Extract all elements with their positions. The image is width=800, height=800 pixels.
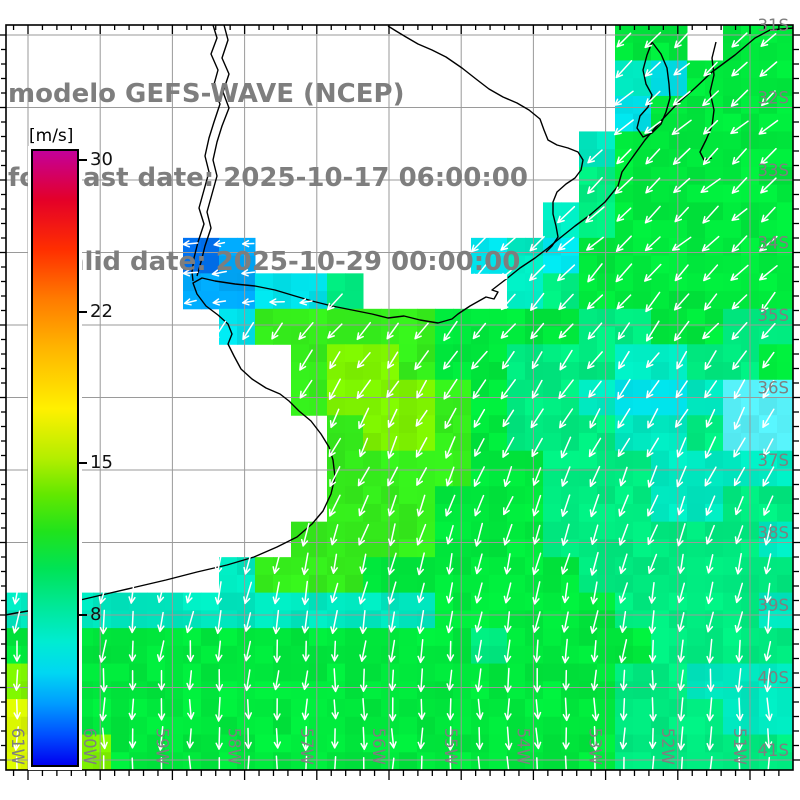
lon-label-52W: 52W [658,728,677,765]
lon-label-53W: 53W [586,728,605,765]
lat-label-40S: 40S [758,669,789,688]
colorbar-tick [79,159,87,161]
model-name: modelo GEFS-WAVE (NCEP) [8,79,405,109]
valid-date: valid date: 2025-10-29 00:00:00 [50,247,521,277]
lat-label-37S: 37S [758,451,789,470]
colorbar-gradient [28,146,82,770]
lat-label-33S: 33S [758,161,789,180]
colorbar-tick-label: 22 [90,301,113,322]
lat-label-32S: 32S [758,89,789,108]
lat-label-41S: 41S [758,741,789,760]
lon-label-55W: 55W [441,728,460,765]
lat-label-35S: 35S [758,306,789,325]
colorbar-gradient-fill [33,151,77,765]
lon-label-54W: 54W [513,728,532,765]
colorbar-tick-label: 30 [90,149,113,170]
wind-arrows [12,31,779,770]
lat-label-31S: 31S [758,16,789,35]
coastline-main-coast [6,27,793,616]
axis-ticks [0,25,800,780]
coastline-lagoon-loop [636,41,671,138]
colorbar-tick [79,614,87,616]
coastline-river-west [191,25,221,282]
lon-label-61W: 61W [8,728,27,765]
colorbar-tick [79,462,87,464]
coastline-river-east [196,25,230,277]
lon-label-58W: 58W [225,728,244,765]
lon-label-59W: 59W [152,728,171,765]
lon-label-56W: 56W [369,728,388,765]
colorbar-tick [79,311,87,313]
colorbar-tick-label: 15 [90,452,113,473]
lon-label-60W: 60W [80,728,99,765]
lat-label-36S: 36S [758,379,789,398]
coastline [6,25,793,616]
map-title: modelo GEFS-WAVE (NCEP) forecast date: 2… [8,24,528,332]
colorbar-tick-label: 8 [90,604,102,625]
coastline-lagoon-shore [387,25,584,253]
axis-labels: 31S 32S 33S 34S 35S 36S 37S 38S 39S 40S 41S 61W 60W 5… [8,16,789,765]
forecast-date: forecast date: 2025-10-17 06:00:00 [8,163,528,193]
lat-label-34S: 34S [758,234,789,253]
lon-label-57W: 57W [297,728,316,765]
colorbar-unit-label: [m/s] [29,126,74,146]
lon-label-51W: 51W [730,728,749,765]
lat-label-38S: 38S [758,524,789,543]
lat-lon-gridlines [6,25,793,770]
lat-label-39S: 39S [758,596,789,615]
